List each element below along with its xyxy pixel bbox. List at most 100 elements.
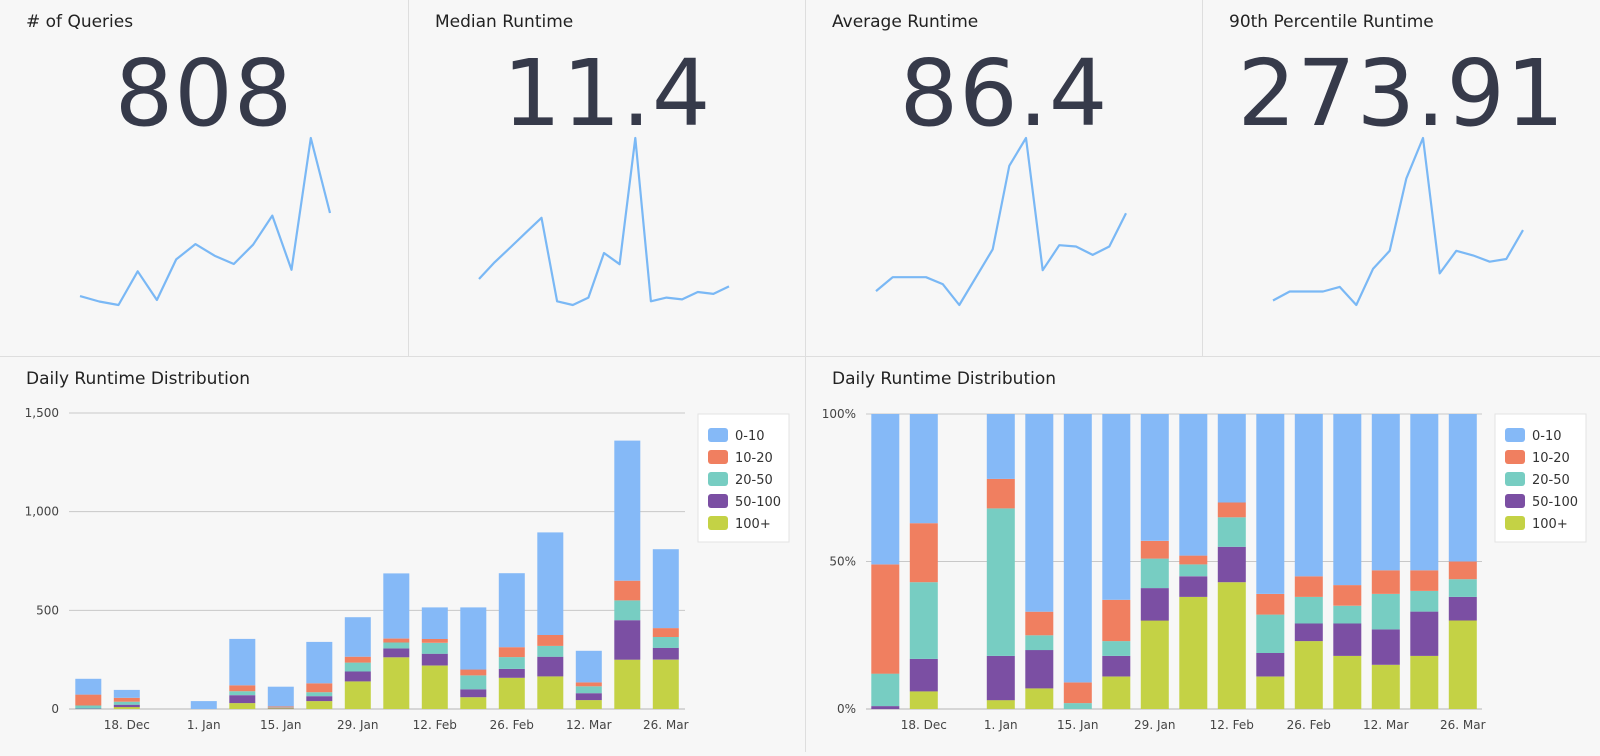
- bar-segment-0-10: [306, 642, 332, 683]
- bar-segment-20-50: [1295, 597, 1323, 624]
- bar-segment-0-10: [75, 679, 101, 695]
- bar-segment-10-20: [268, 706, 294, 707]
- bar-segment-50-100: [114, 705, 140, 707]
- bar-segment-50-100: [653, 648, 679, 660]
- bar-segment-50-100: [306, 696, 332, 701]
- bar-segment-100plus: [383, 657, 409, 709]
- bar-segment-0-10: [422, 607, 448, 639]
- sparkline-path: [876, 138, 1126, 305]
- legend-label[interactable]: 50-100: [735, 495, 781, 510]
- bar-segment-0-10: [1256, 414, 1284, 594]
- bar-segment-10-20: [1256, 594, 1284, 615]
- bar-segment-10-20: [345, 657, 371, 663]
- bar-segment-20-50: [537, 646, 563, 657]
- bar-segment-100plus: [1102, 677, 1130, 710]
- legend-swatch: [1505, 472, 1525, 486]
- bar-segment-10-20: [1102, 600, 1130, 641]
- y-tick-label: 1,000: [25, 505, 59, 519]
- bar-segment-10-20: [1372, 570, 1400, 594]
- bar-segment-50-100: [268, 708, 294, 709]
- tile-query-count: # of Queries 808: [0, 0, 408, 356]
- y-tick-label: 50%: [829, 555, 856, 569]
- bar-segment-0-10: [345, 617, 371, 657]
- bar-segment-100plus: [306, 701, 332, 709]
- tile-title: Average Runtime: [832, 12, 978, 32]
- tile-title: Median Runtime: [435, 12, 573, 32]
- bar-segment-50-100: [537, 657, 563, 677]
- x-tick-label: 26. Feb: [490, 718, 534, 732]
- bar-segment-50-100: [1218, 547, 1246, 582]
- bar-segment-20-50: [1256, 615, 1284, 653]
- chart-panel-percent: Daily Runtime Distribution 0%50%100%18. …: [805, 357, 1600, 752]
- bar-segment-20-50: [1410, 591, 1438, 612]
- bar-segment-10-20: [460, 670, 486, 676]
- legend-label[interactable]: 100+: [735, 517, 771, 532]
- bar-segment-10-20: [229, 685, 255, 691]
- bar-segment-20-50: [422, 643, 448, 654]
- bar-segment-10-20: [422, 639, 448, 643]
- x-tick-label: 26. Mar: [1440, 718, 1486, 732]
- x-tick-label: 15. Jan: [1057, 718, 1098, 732]
- legend-label[interactable]: 0-10: [735, 429, 765, 444]
- bar-segment-10-20: [614, 581, 640, 601]
- legend-label[interactable]: 10-20: [1532, 451, 1570, 466]
- x-tick-label: 1. Jan: [984, 718, 1018, 732]
- bar-segment-20-50: [1372, 594, 1400, 629]
- bar-segment-20-50: [1449, 579, 1477, 597]
- legend-label[interactable]: 100+: [1532, 517, 1568, 532]
- bar-segment-0-10: [499, 573, 525, 647]
- bar-segment-0-10: [1295, 414, 1323, 576]
- bar-segment-10-20: [987, 479, 1015, 509]
- bar-segment-0-10: [1025, 414, 1053, 612]
- legend-label[interactable]: 10-20: [735, 451, 773, 466]
- bar-segment-0-10: [460, 607, 486, 669]
- bar-segment-0-10: [987, 414, 1015, 479]
- bar-segment-50-100: [422, 654, 448, 666]
- bar-segment-0-10: [1449, 414, 1477, 562]
- legend-swatch: [1505, 428, 1525, 442]
- bar-segment-20-50: [306, 692, 332, 696]
- sparkline: [1203, 120, 1600, 320]
- tile-median-runtime: Median Runtime 11.4: [408, 0, 805, 356]
- bar-segment-50-100: [1410, 612, 1438, 656]
- bar-segment-20-50: [1179, 564, 1207, 576]
- legend-swatch: [1505, 516, 1525, 530]
- legend-swatch: [1505, 494, 1525, 508]
- bar-segment-100plus: [1410, 656, 1438, 709]
- x-tick-label: 12. Feb: [413, 718, 457, 732]
- legend-label[interactable]: 0-10: [1532, 429, 1562, 444]
- bar-segment-100plus: [1295, 641, 1323, 709]
- legend-label[interactable]: 50-100: [1532, 495, 1578, 510]
- bar-segment-100plus: [268, 708, 294, 709]
- bar-segment-10-20: [306, 683, 332, 692]
- bar-segment-50-100: [383, 648, 409, 657]
- legend-label[interactable]: 20-50: [1532, 473, 1570, 488]
- bar-segment-20-50: [1064, 703, 1092, 709]
- x-tick-label: 1. Jan: [187, 718, 221, 732]
- bar-segment-20-50: [1102, 641, 1130, 656]
- legend-swatch: [1505, 450, 1525, 464]
- bar-segment-100plus: [537, 676, 563, 709]
- chart-title: Daily Runtime Distribution: [832, 369, 1056, 389]
- bar-segment-100plus: [229, 703, 255, 709]
- x-tick-label: 12. Mar: [1363, 718, 1409, 732]
- sparkline-path: [80, 138, 330, 305]
- tile-average-runtime: Average Runtime 86.4: [805, 0, 1202, 356]
- bar-segment-20-50: [1218, 517, 1246, 547]
- bar-segment-10-20: [537, 635, 563, 646]
- bar-segment-10-20: [871, 565, 899, 674]
- bar-segment-0-10: [1141, 414, 1169, 541]
- bar-segment-20-50: [1141, 559, 1169, 589]
- sparkline-path: [1273, 138, 1523, 305]
- bar-segment-50-100: [460, 689, 486, 697]
- bar-segment-100plus: [1218, 582, 1246, 709]
- legend-label[interactable]: 20-50: [735, 473, 773, 488]
- legend-swatch: [708, 450, 728, 464]
- bar-segment-50-100: [576, 693, 602, 700]
- bar-segment-100plus: [1372, 665, 1400, 709]
- bar-segment-10-20: [383, 639, 409, 643]
- bar-segment-50-100: [987, 656, 1015, 700]
- legend-swatch: [708, 472, 728, 486]
